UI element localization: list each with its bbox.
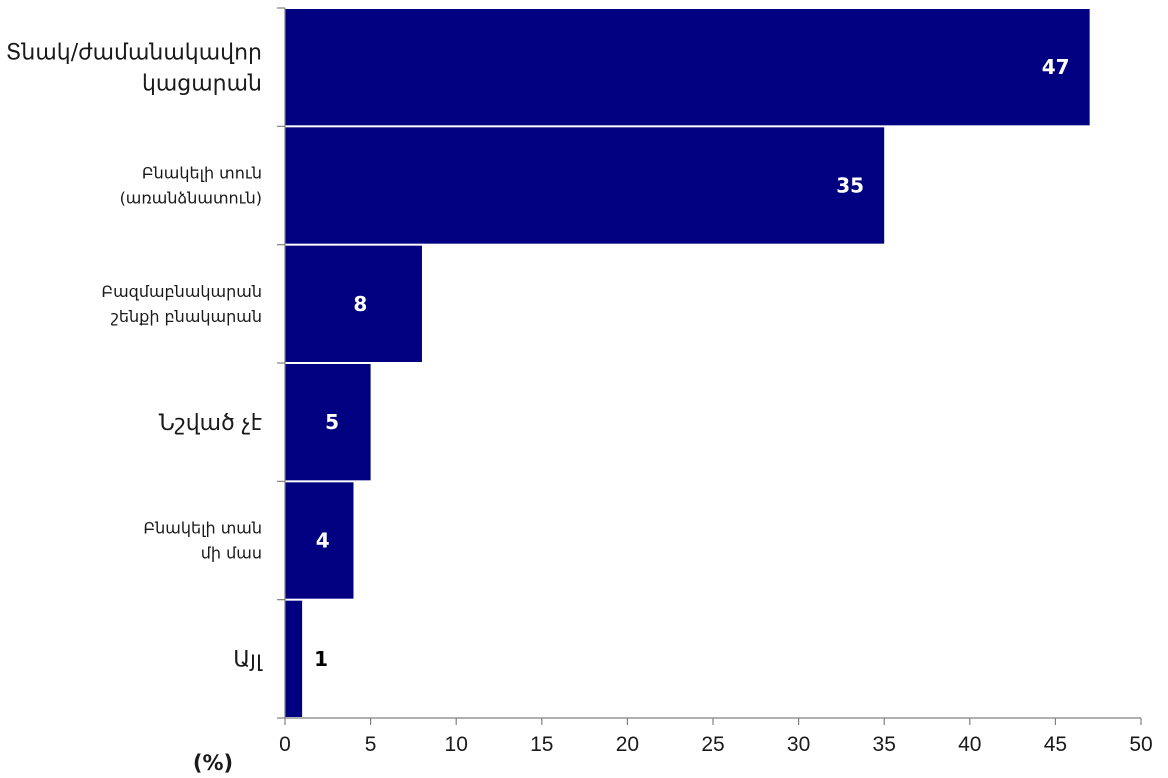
data-label-4: 8 [353,292,367,316]
labels-group: 1 Այլ 4 Բնակելի տան մի մաս 5 Նշված չէ 8 Բազմաբնա… [6,40,1070,672]
category-label-line: Բազմաբնակարան [101,282,262,301]
bar-6 [285,9,1090,126]
category-label-line: մի մաս [201,544,262,563]
category-label-line: Բնակելի տան [143,519,262,538]
x-tick-label: 45 [1044,733,1067,756]
x-tick-label: 15 [530,733,553,756]
x-tick-label: 0 [279,733,291,756]
bar-3 [285,364,371,481]
data-label-5: 35 [836,174,864,198]
bar-1 [285,600,303,717]
category-label-line: Բնակելի տուն [142,164,262,183]
x-tick-label: 30 [787,733,810,756]
x-tick-label: 50 [1129,733,1152,756]
bars-group [285,9,1090,717]
category-label-line: շենքի բնակարան [111,307,262,326]
category-label-1: Այլ [233,648,263,673]
category-label-line: (առանձնատուն) [120,189,262,208]
x-tick-label: 40 [958,733,981,756]
x-tick-label: 25 [701,733,724,756]
category-label-2: Բնակելի տան մի մաս [143,519,262,563]
bar-5 [285,127,885,244]
category-label-4: Բազմաբնակարան շենքի բնակարան [101,282,262,326]
x-tick-label: 5 [365,733,377,756]
category-label-line: կացարան [142,71,262,96]
axes-group: 0 5 10 15 20 25 30 35 40 45 50 [277,7,1153,756]
category-label-line: Նշված չէ [159,411,262,436]
bar-4 [285,245,422,362]
category-label-5: Բնակելի տուն (առանձնատուն) [120,164,262,208]
x-axis-unit-label: (%) [193,751,233,775]
data-label-6: 47 [1042,55,1070,79]
data-label-1: 1 [314,647,328,671]
x-tick-label: 10 [445,733,468,756]
x-tick-label: 20 [616,733,639,756]
data-label-3: 5 [325,410,339,434]
category-label-line: Այլ [233,648,263,673]
category-label-6: Տնակ/ժամանակավոր կացարան [6,40,262,96]
category-label-3: Նշված չէ [159,411,262,436]
bar-2 [285,482,354,599]
category-label-line: Տնակ/ժամանակավոր [6,40,262,65]
x-tick-label: 35 [873,733,896,756]
data-label-2: 4 [316,529,330,553]
